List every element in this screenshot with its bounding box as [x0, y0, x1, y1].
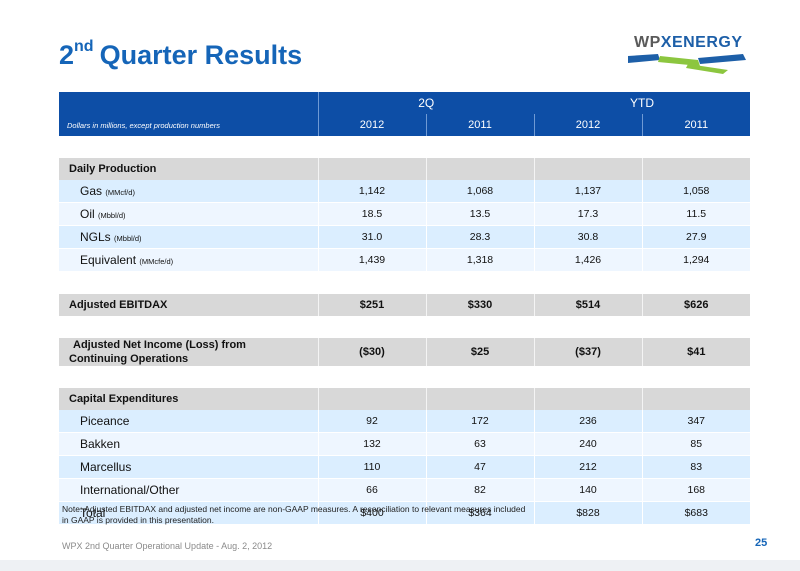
table-row: Marcellus 110 47 212 83: [59, 455, 751, 479]
table-group-header: 2Q YTD: [59, 92, 751, 114]
year-header: 2012: [533, 114, 643, 136]
year-header: 2012: [317, 114, 426, 136]
logo-stripes-icon: [628, 54, 746, 74]
wpx-energy-logo: WPXENERGY: [628, 24, 748, 74]
bottom-bar: [0, 560, 800, 571]
table-row: Piceance 92 172 236 347: [59, 410, 751, 433]
section-capital-expenditures: Capital Expenditures: [59, 388, 751, 410]
table-row: Oil (Mbbl/d) 18.5 13.5 17.3 11.5: [59, 202, 751, 226]
year-header: 2011: [641, 114, 751, 136]
results-table: 2Q YTD Dollars in millions, except produ…: [59, 92, 751, 525]
group-2q: 2Q: [318, 92, 535, 114]
table-year-header: Dollars in millions, except production n…: [59, 114, 751, 136]
table-row: Gas (MMcf/d) 1,142 1,068 1,137 1,058: [59, 180, 751, 203]
row-adjusted-ebitdax: Adjusted EBITDAX $251 $330 $514 $626: [59, 294, 751, 316]
row-adjusted-net-income: Adjusted Net Income (Loss) from Continuin…: [59, 338, 751, 366]
footnote: Note: Adjusted EBITDAX and adjusted net …: [62, 504, 526, 525]
section-daily-production: Daily Production: [59, 158, 751, 180]
table-row: International/Other 66 82 140 168: [59, 478, 751, 502]
units-note: Dollars in millions, except production n…: [59, 114, 318, 136]
footer-text: WPX 2nd Quarter Operational Update - Aug…: [62, 541, 273, 551]
page-number: 25: [755, 537, 768, 549]
page-title: 2nd Quarter Results: [59, 38, 303, 70]
group-ytd: YTD: [534, 92, 751, 114]
table-row: Bakken 132 63 240 85: [59, 432, 751, 456]
year-header: 2011: [425, 114, 535, 136]
table-row: NGLs (Mbbl/d) 31.0 28.3 30.8 27.9: [59, 225, 751, 249]
table-row: Equivalent (MMcfe/d) 1,439 1,318 1,426 1,29…: [59, 248, 751, 272]
table-row-total: Total $400 $364 $828 $683: [59, 501, 751, 525]
